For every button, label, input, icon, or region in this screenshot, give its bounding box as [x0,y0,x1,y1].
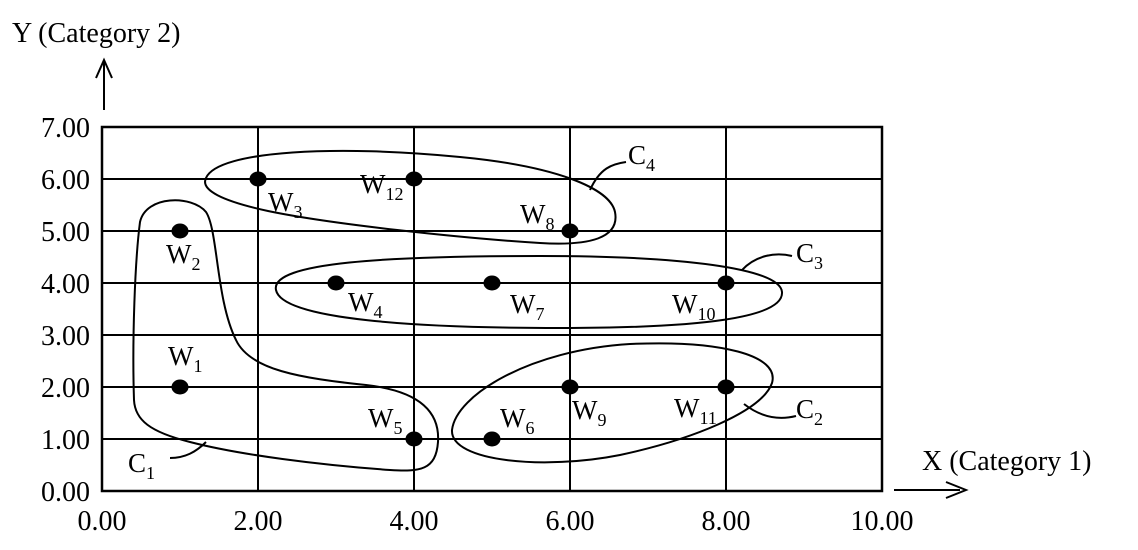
y-axis-arrow [95,57,113,110]
data-point-w2 [171,223,189,239]
x-tick-labels: 0.00 2.00 4.00 6.00 8.00 10.00 [78,506,914,537]
leader-c1 [169,441,207,459]
cluster-outline-c4 [204,149,617,245]
data-point-w7 [483,275,501,291]
point-label-w10: W10 [672,289,715,324]
point-label-w5: W5 [368,403,402,438]
x-tick-label: 4.00 [390,506,439,537]
data-point-w4 [327,275,345,291]
x-tick-label: 0.00 [78,506,127,537]
point-label-w4: W4 [348,287,382,322]
y-tick-labels: 0.00 1.00 2.00 3.00 4.00 5.00 6.00 7.00 [41,113,90,508]
y-axis-label: Y (Category 2) [12,18,180,49]
cluster-outline-c3 [274,254,784,330]
point-labels: W1 W2 W3 W4 W5 W6 W7 W8 W9 W10 W11 W12 [166,169,717,438]
cluster-label-c2: C2 [796,394,823,429]
point-label-w1: W1 [168,341,202,376]
x-tick-label: 8.00 [702,506,751,537]
point-label-w7: W7 [510,289,544,324]
point-label-w8: W8 [520,199,554,234]
y-tick-label: 7.00 [41,113,90,144]
point-label-w3: W3 [268,187,302,222]
data-point-w5 [405,431,423,447]
point-label-w2: W2 [166,239,200,274]
y-tick-label: 0.00 [41,477,90,508]
leader-c2 [743,403,797,419]
clusters [132,149,797,472]
point-label-w9: W9 [572,395,606,430]
y-tick-label: 1.00 [41,425,90,456]
x-tick-label: 10.00 [851,506,914,537]
leader-c4 [589,161,627,191]
y-tick-label: 6.00 [41,165,90,196]
x-tick-label: 2.00 [234,506,283,537]
data-point-w9 [561,379,579,395]
point-label-w6: W6 [500,403,534,438]
plot-frame [100,125,884,493]
y-tick-label: 2.00 [41,373,90,404]
data-point-w10 [717,275,735,291]
y-tick-label: 4.00 [41,269,90,300]
data-point-w8 [561,223,579,239]
x-axis-arrow [894,481,969,499]
point-label-w12: W12 [360,169,403,204]
x-tick-label: 6.00 [546,506,595,537]
x-axis-label: X (Category 1) [922,446,1092,477]
data-point-w3 [249,171,267,187]
point-label-w11: W11 [674,393,717,428]
data-point-w6 [483,431,501,447]
cluster-outline-c1 [132,199,440,472]
cluster-label-c3: C3 [796,238,823,273]
leader-c3 [741,253,793,271]
data-points [171,171,735,447]
data-point-w12 [405,171,423,187]
data-point-w11 [717,379,735,395]
cluster-label-c4: C4 [628,140,655,175]
data-point-w1 [171,379,189,395]
cluster-label-c1: C1 [128,448,155,483]
cluster-outline-c2 [450,342,774,464]
y-tick-label: 3.00 [41,321,90,352]
y-tick-label: 5.00 [41,217,90,248]
